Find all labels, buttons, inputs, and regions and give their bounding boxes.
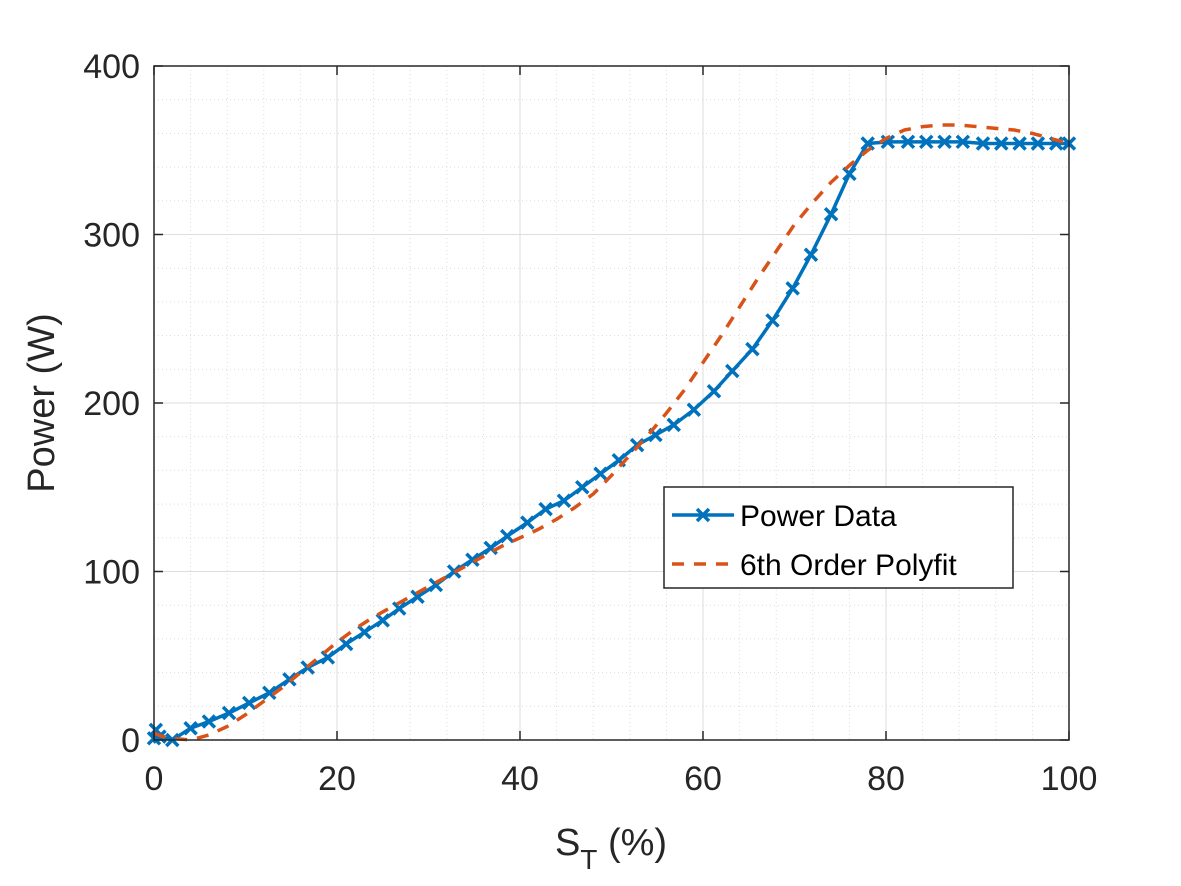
data-point-marker	[975, 136, 991, 151]
x-tick-label: 40	[501, 760, 539, 798]
data-point-marker	[860, 136, 875, 151]
series-power-data	[146, 134, 1077, 748]
data-point-marker	[201, 714, 217, 729]
data-point-marker	[937, 134, 952, 150]
data-point-marker	[465, 552, 480, 567]
y-tick-label: 300	[83, 217, 140, 255]
data-point-marker	[520, 515, 535, 530]
data-point-marker	[183, 720, 198, 736]
y-tick-label: 100	[83, 554, 140, 592]
data-point-marker	[262, 685, 277, 701]
data-point-marker	[725, 363, 740, 379]
data-point-marker	[803, 247, 819, 262]
data-point-marker	[241, 695, 257, 711]
power-data-line	[152, 140, 1069, 742]
data-point-marker	[994, 136, 1009, 151]
data-point-marker	[955, 134, 971, 150]
y-tick-label: 400	[83, 48, 140, 86]
data-point-marker	[919, 134, 934, 150]
data-point-marker	[375, 613, 390, 628]
y-tick-label: 200	[83, 385, 140, 423]
data-point-marker	[1030, 136, 1046, 151]
ticks	[153, 65, 1070, 741]
legend-box	[663, 486, 1014, 589]
data-point-marker	[320, 650, 336, 665]
data-point-marker	[357, 624, 372, 640]
data-point-marker	[765, 313, 780, 328]
x-tick-label: 100	[1041, 760, 1098, 798]
data-point-marker	[538, 501, 553, 517]
y-tick-label: 0	[121, 722, 140, 760]
polyfit-line	[153, 123, 1070, 742]
data-point-marker	[666, 417, 681, 433]
x-tick-label: 60	[684, 760, 722, 798]
data-point-marker	[842, 166, 857, 182]
data-point-marker	[900, 134, 916, 150]
x-tick-label: 20	[318, 760, 356, 798]
series-polyfit	[153, 123, 1070, 742]
legend-label-polyfit: 6th Order Polyfit	[740, 549, 957, 582]
data-point-marker	[706, 383, 722, 399]
data-point-marker	[282, 672, 297, 687]
tick-labels: 0 20 40 60 80 100 0 100 200 300 400	[83, 48, 1097, 798]
x-tick-label: 0	[145, 760, 164, 798]
data-point-marker	[391, 601, 407, 616]
data-point-marker	[823, 207, 839, 222]
series-layer	[146, 123, 1077, 748]
x-axis-label: ST (%)	[555, 822, 667, 875]
data-point-marker	[745, 341, 760, 357]
legend: Power Data 6th Order Polyfit	[663, 486, 1014, 589]
data-point-marker	[1012, 136, 1027, 151]
legend-label-power-data: Power Data	[740, 500, 897, 533]
y-axis-label: Power (W)	[21, 313, 63, 492]
data-point-marker	[593, 466, 608, 482]
legend-marker-power-data	[695, 507, 711, 523]
data-point-marker	[221, 705, 237, 721]
data-point-marker	[686, 402, 702, 417]
data-point-marker	[499, 528, 515, 544]
data-point-marker	[574, 480, 590, 495]
data-point-marker	[410, 589, 425, 605]
x-tick-label: 80	[867, 760, 905, 798]
data-point-marker	[556, 493, 572, 508]
data-point-marker	[785, 281, 800, 296]
